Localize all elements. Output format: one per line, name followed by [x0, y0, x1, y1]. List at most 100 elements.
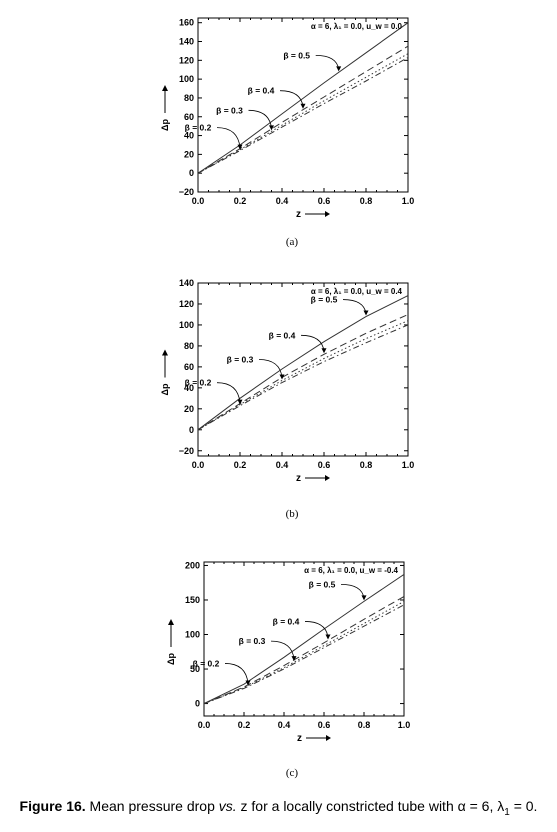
y-tick-label: 0 [189, 168, 194, 178]
chart-a: 0.0 0.2 0.4 0.6 0.8 1.0 −20 0 20 40 60 80 100 120 140 1… [160, 17, 414, 220]
y-tick-label: 100 [185, 630, 200, 640]
curve-label-arrow [304, 621, 329, 638]
curve-label-arrowhead [363, 310, 369, 316]
chart-c: 0.0 0.2 0.4 0.6 0.8 1.0 0 50 100 150 200 z Δp β = 0.5… [166, 560, 411, 744]
x-axis-label: z [297, 733, 302, 744]
y-tick-label: −20 [179, 187, 194, 197]
curve-label-arrowhead [279, 374, 285, 380]
plot-frame [203, 561, 405, 717]
y-tick-label: 20 [184, 149, 194, 159]
x-tick-label: 0.4 [278, 720, 291, 730]
curve-label-arrow [224, 663, 249, 684]
x-tick-label: 0.2 [238, 720, 251, 730]
y-tick-label: 0 [189, 425, 194, 435]
curve-label-arrow [279, 90, 304, 107]
curve-label: β = 0.2 [185, 378, 212, 388]
curve-label: β = 0.2 [185, 123, 212, 133]
curve-label-arrowhead [291, 656, 297, 662]
curve-label-arrow [342, 299, 367, 314]
y-tick-label: 60 [184, 112, 194, 122]
y-tick-label: 100 [179, 320, 194, 330]
curve-label-arrowhead [237, 144, 243, 150]
curve-label: β = 0.3 [216, 105, 243, 115]
curve-label-arrow [216, 127, 241, 148]
curve-label-arrowhead [336, 66, 342, 72]
curve-label-arrow [270, 640, 295, 660]
y-tick-label: 100 [179, 74, 194, 84]
series-line-4 [204, 604, 404, 705]
curve-label-arrowhead [245, 680, 251, 686]
y-tick-label: 20 [184, 404, 194, 414]
x-tick-label: 0.8 [360, 196, 373, 206]
curve-label-arrow [216, 382, 241, 403]
x-axis-label: z [296, 209, 301, 220]
chart-b: 0.0 0.2 0.4 0.6 0.8 1.0 −20 0 20 40 60 80 100 120 140 z… [160, 278, 414, 484]
y-tick-label: 160 [179, 18, 194, 28]
series-line-1 [198, 295, 408, 431]
x-tick-label: 0.0 [192, 196, 205, 206]
curve-label: β = 0.3 [227, 355, 254, 365]
caption-text-after: z for a locally constricted tube with α … [236, 798, 505, 814]
plot-annotation: α = 6, λ₁ = 0.0, u_w = 0.0 [311, 22, 403, 31]
x-tick-label: 0.0 [192, 460, 205, 470]
y-tick-label: 120 [179, 299, 194, 309]
x-axis-arrowhead [326, 735, 331, 741]
y-tick-label: 120 [179, 55, 194, 65]
y-tick-label: 50 [190, 664, 200, 674]
x-tick-label: 0.8 [358, 720, 371, 730]
caption-subscript: 1 [504, 806, 510, 818]
y-tick-label: 0 [195, 699, 200, 709]
x-tick-label: 0.6 [318, 196, 331, 206]
x-axis-label: z [296, 473, 301, 484]
panel-label-c: (c) [285, 767, 299, 779]
curve-label: β = 0.5 [309, 579, 336, 589]
y-axis-arrowhead [162, 349, 168, 356]
curve-label-arrowhead [321, 348, 327, 354]
x-tick-label: 0.4 [276, 196, 289, 206]
x-tick-label: 1.0 [398, 720, 411, 730]
x-tick-label: 0.6 [318, 460, 331, 470]
y-axis-label: Δp [166, 653, 176, 665]
y-tick-label: 150 [185, 595, 200, 605]
y-tick-label: 60 [184, 362, 194, 372]
series-line-3 [198, 53, 408, 174]
y-tick-label: 200 [185, 560, 200, 570]
y-tick-label: 140 [179, 37, 194, 47]
curve-label-arrowhead [237, 399, 243, 405]
caption-figure-label: Figure 16. [19, 798, 86, 814]
x-tick-label: 0.2 [234, 460, 247, 470]
y-axis-label: Δp [160, 119, 170, 131]
series-line-4 [198, 57, 408, 174]
curve-label-arrow [315, 54, 340, 70]
x-tick-label: 0.6 [318, 720, 331, 730]
series-line-3 [204, 600, 404, 705]
curve-label-arrowhead [300, 103, 306, 109]
caption-vs: vs. [218, 798, 237, 814]
y-tick-label: 40 [184, 131, 194, 141]
plot-annotation: α = 6, λ₁ = 0.0, u_w = 0.4 [311, 287, 403, 296]
curve-label: β = 0.3 [239, 636, 266, 646]
y-axis-arrowhead [168, 619, 174, 625]
figure-caption: Figure 16. Mean pressure drop vs. z for … [0, 798, 557, 818]
x-tick-label: 0.4 [276, 460, 289, 470]
panel-label-a: (a) [285, 236, 299, 248]
curve-label: β = 0.5 [283, 50, 310, 60]
x-axis-arrowhead [325, 211, 330, 217]
y-tick-label: 140 [179, 278, 194, 288]
series-line-2 [198, 45, 408, 174]
y-tick-label: 80 [184, 93, 194, 103]
y-axis-label: Δp [160, 383, 170, 395]
curve-label: β = 0.4 [248, 86, 275, 96]
curve-label-arrow [248, 109, 272, 129]
curve-label-arrow [258, 359, 283, 378]
x-tick-label: 0.0 [198, 720, 211, 730]
series-line-1 [204, 573, 404, 705]
series-line-1 [198, 22, 408, 174]
series-line-2 [198, 314, 408, 431]
curve-label: β = 0.4 [273, 616, 300, 626]
curve-label-arrowhead [361, 595, 367, 601]
plot-annotation: α = 6, λ₁ = 0.0, u_w = -0.4 [304, 566, 398, 575]
series-line-3 [198, 320, 408, 431]
y-tick-label: 40 [184, 383, 194, 393]
x-tick-label: 0.8 [360, 460, 373, 470]
